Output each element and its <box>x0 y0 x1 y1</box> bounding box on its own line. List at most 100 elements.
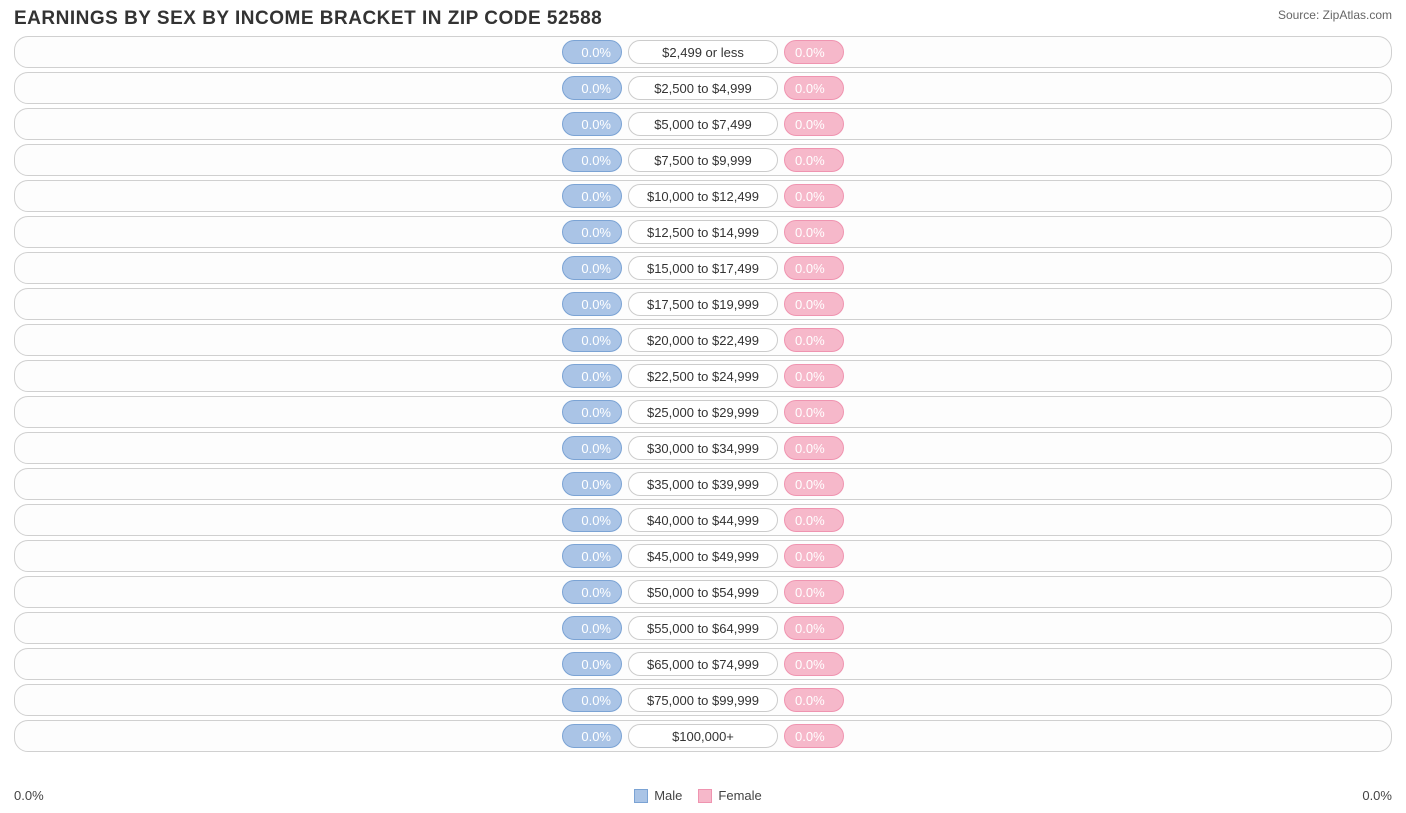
female-bar: 0.0% <box>784 688 844 712</box>
male-bar: 0.0% <box>562 580 622 604</box>
chart-row: 0.0% $20,000 to $22,499 0.0% <box>14 324 1392 356</box>
chart-row: 0.0% $5,000 to $7,499 0.0% <box>14 108 1392 140</box>
male-value: 0.0% <box>581 153 611 168</box>
male-bar: 0.0% <box>562 652 622 676</box>
female-value: 0.0% <box>795 657 825 672</box>
female-value: 0.0% <box>795 549 825 564</box>
category-label-text: $7,500 to $9,999 <box>654 153 752 168</box>
female-value: 0.0% <box>795 333 825 348</box>
male-value: 0.0% <box>581 333 611 348</box>
chart-row: 0.0%$22,500 to $24,9990.0% <box>14 360 1392 392</box>
category-label-text: $5,000 to $7,499 <box>654 117 752 132</box>
male-value: 0.0% <box>581 81 611 96</box>
chart-row: 0.0% $50,000 to $54,999 0.0% <box>14 576 1392 608</box>
female-value: 0.0% <box>795 369 825 384</box>
female-bar: 0.0% <box>784 112 844 136</box>
chart-row: 0.0%$10,000 to $12,4990.0% <box>14 180 1392 212</box>
category-label: $12,500 to $14,999 <box>628 220 778 244</box>
male-value: 0.0% <box>581 585 611 600</box>
category-label-text: $2,500 to $4,999 <box>654 81 752 96</box>
female-bar: 0.0% <box>784 76 844 100</box>
female-bar: 0.0% <box>784 580 844 604</box>
male-bar: 0.0% <box>562 688 622 712</box>
male-value: 0.0% <box>581 117 611 132</box>
female-bar: 0.0% <box>784 508 844 532</box>
category-label: $35,000 to $39,999 <box>628 472 778 496</box>
row-center-group: 0.0%$22,500 to $24,9990.0% <box>562 364 844 388</box>
female-bar: 0.0% <box>784 148 844 172</box>
legend-swatch-male <box>634 789 648 803</box>
female-value: 0.0% <box>795 225 825 240</box>
row-center-group: 0.0% $7,500 to $9,999 0.0% <box>562 148 844 172</box>
row-center-group: 0.0% $5,000 to $7,499 0.0% <box>562 112 844 136</box>
category-label-text: $65,000 to $74,999 <box>647 657 759 672</box>
female-value: 0.0% <box>795 297 825 312</box>
category-label: $2,500 to $4,999 <box>628 76 778 100</box>
row-center-group: 0.0% $12,500 to $14,999 0.0% <box>562 220 844 244</box>
male-value: 0.0% <box>581 513 611 528</box>
legend-label-male: Male <box>654 788 682 803</box>
female-value: 0.0% <box>795 585 825 600</box>
chart-area: 0.0%$2,499 or less0.0%0.0%$2,500 to $4,9… <box>0 34 1406 752</box>
category-label-text: $20,000 to $22,499 <box>647 333 759 348</box>
male-bar: 0.0% <box>562 220 622 244</box>
category-label: $15,000 to $17,499 <box>628 256 778 280</box>
male-bar: 0.0% <box>562 148 622 172</box>
row-center-group: 0.0%$35,000 to $39,9990.0% <box>562 472 844 496</box>
row-center-group: 0.0% $75,000 to $99,999 0.0% <box>562 688 844 712</box>
female-bar: 0.0% <box>784 616 844 640</box>
row-center-group: 0.0% $45,000 to $49,999 0.0% <box>562 544 844 568</box>
category-label: $7,500 to $9,999 <box>628 148 778 172</box>
category-label-text: $40,000 to $44,999 <box>647 513 759 528</box>
legend: Male Female <box>634 788 772 803</box>
female-bar: 0.0% <box>784 364 844 388</box>
female-bar: 0.0% <box>784 652 844 676</box>
category-label: $20,000 to $22,499 <box>628 328 778 352</box>
female-value: 0.0% <box>795 45 825 60</box>
male-value: 0.0% <box>581 225 611 240</box>
axis-right-label: 0.0% <box>1362 788 1392 803</box>
category-label-text: $75,000 to $99,999 <box>647 693 759 708</box>
male-bar: 0.0% <box>562 616 622 640</box>
female-bar: 0.0% <box>784 40 844 64</box>
chart-row: 0.0%$2,499 or less0.0% <box>14 36 1392 68</box>
category-label: $45,000 to $49,999 <box>628 544 778 568</box>
female-value: 0.0% <box>795 261 825 276</box>
legend-label-female: Female <box>718 788 761 803</box>
chart-footer: 0.0% Male Female 0.0% <box>14 788 1392 803</box>
male-value: 0.0% <box>581 297 611 312</box>
male-bar: 0.0% <box>562 256 622 280</box>
chart-row: 0.0% $75,000 to $99,999 0.0% <box>14 684 1392 716</box>
male-bar: 0.0% <box>562 364 622 388</box>
male-bar: 0.0% <box>562 508 622 532</box>
female-value: 0.0% <box>795 189 825 204</box>
male-bar: 0.0% <box>562 292 622 316</box>
female-bar: 0.0% <box>784 220 844 244</box>
male-value: 0.0% <box>581 189 611 204</box>
row-center-group: 0.0%$55,000 to $64,9990.0% <box>562 616 844 640</box>
category-label-text: $100,000+ <box>672 729 734 744</box>
axis-left-label: 0.0% <box>14 788 44 803</box>
female-value: 0.0% <box>795 513 825 528</box>
row-center-group: 0.0%$2,499 or less0.0% <box>562 40 844 64</box>
category-label: $40,000 to $44,999 <box>628 508 778 532</box>
female-bar: 0.0% <box>784 184 844 208</box>
female-bar: 0.0% <box>784 292 844 316</box>
category-label-text: $50,000 to $54,999 <box>647 585 759 600</box>
chart-row: 0.0% $7,500 to $9,999 0.0% <box>14 144 1392 176</box>
chart-row: 0.0%$55,000 to $64,9990.0% <box>14 612 1392 644</box>
chart-header: EARNINGS BY SEX BY INCOME BRACKET IN ZIP… <box>0 0 1406 34</box>
chart-source: Source: ZipAtlas.com <box>1278 8 1392 22</box>
female-value: 0.0% <box>795 621 825 636</box>
row-center-group: 0.0%$100,000+0.0% <box>562 724 844 748</box>
chart-row: 0.0%$100,000+0.0% <box>14 720 1392 752</box>
category-label-text: $25,000 to $29,999 <box>647 405 759 420</box>
male-bar: 0.0% <box>562 76 622 100</box>
row-center-group: 0.0%$30,000 to $34,9990.0% <box>562 436 844 460</box>
category-label: $30,000 to $34,999 <box>628 436 778 460</box>
row-center-group: 0.0% $20,000 to $22,499 0.0% <box>562 328 844 352</box>
male-value: 0.0% <box>581 549 611 564</box>
category-label-text: $15,000 to $17,499 <box>647 261 759 276</box>
category-label-text: $12,500 to $14,999 <box>647 225 759 240</box>
male-bar: 0.0% <box>562 328 622 352</box>
